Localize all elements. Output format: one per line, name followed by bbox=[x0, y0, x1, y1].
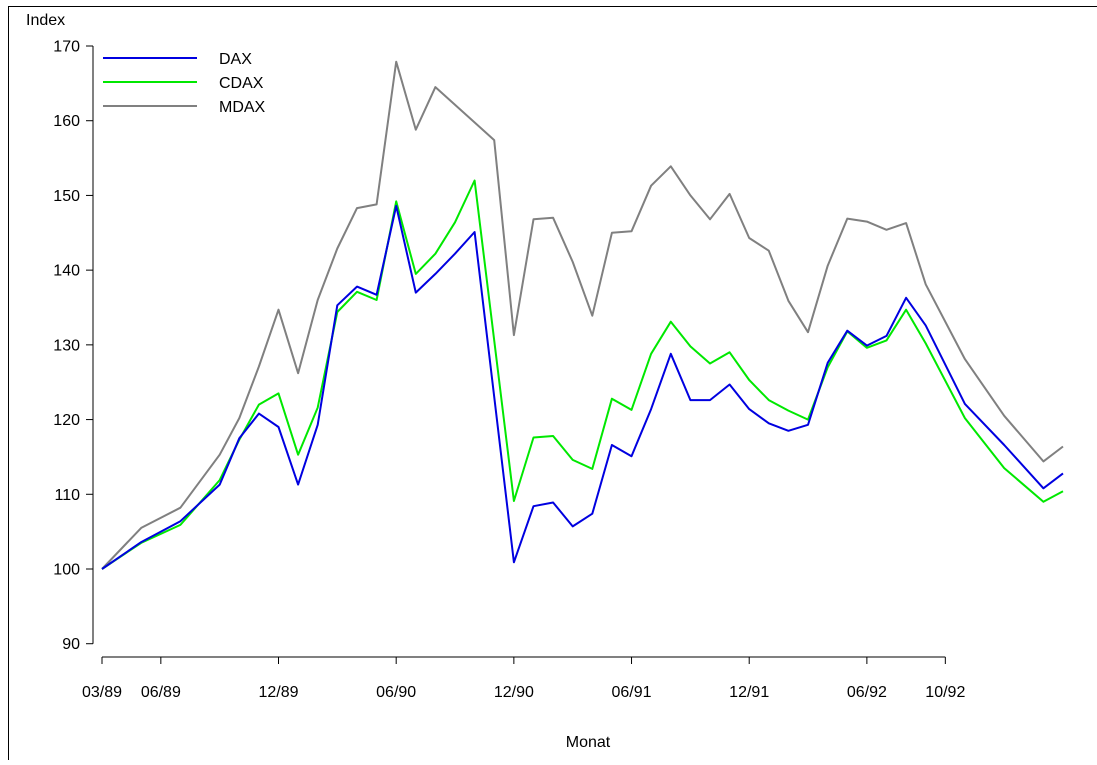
y-tick-label: 170 bbox=[53, 39, 80, 56]
y-axis-title: Index bbox=[26, 12, 65, 29]
y-tick-label: 110 bbox=[54, 487, 80, 504]
x-tick-label: 03/89 bbox=[82, 684, 122, 701]
x-tick-label: 12/91 bbox=[729, 684, 769, 701]
y-tick-label: 160 bbox=[53, 113, 80, 130]
y-tick-label: 90 bbox=[62, 636, 80, 653]
x-axis: 03/89 06/89 12/89 06/90 12/90 06/91 12/91 06/92… bbox=[82, 656, 965, 701]
x-tick-label: 06/90 bbox=[376, 684, 416, 701]
y-tick-label: 120 bbox=[53, 412, 80, 429]
x-tick-label: 06/91 bbox=[612, 684, 652, 701]
x-tick-label: 06/89 bbox=[141, 684, 181, 701]
x-tick-label: 10/92 bbox=[925, 684, 965, 701]
legend-label-dax: DAX bbox=[219, 51, 252, 68]
legend-label-cdax: CDAX bbox=[219, 75, 264, 92]
y-tick-label: 130 bbox=[53, 337, 80, 354]
y-tick-label: 100 bbox=[53, 562, 80, 579]
legend-label-mdax: MDAX bbox=[219, 99, 266, 116]
series-line-cdax bbox=[101, 179, 1064, 570]
y-tick-label: 140 bbox=[53, 263, 80, 280]
x-tick-label: 12/89 bbox=[258, 684, 298, 701]
y-tick-label: 150 bbox=[53, 188, 80, 205]
series-layer bbox=[101, 60, 1064, 570]
series-line-mdax bbox=[101, 60, 1064, 570]
series-line-dax bbox=[101, 204, 1064, 570]
legend: DAX CDAX MDAX bbox=[103, 51, 266, 116]
x-tick-label: 06/92 bbox=[847, 684, 887, 701]
x-axis-title: Monat bbox=[566, 734, 611, 751]
y-axis: 90 100 110 120 130 140 150 160 170 bbox=[53, 39, 94, 653]
x-tick-label: 12/90 bbox=[494, 684, 534, 701]
